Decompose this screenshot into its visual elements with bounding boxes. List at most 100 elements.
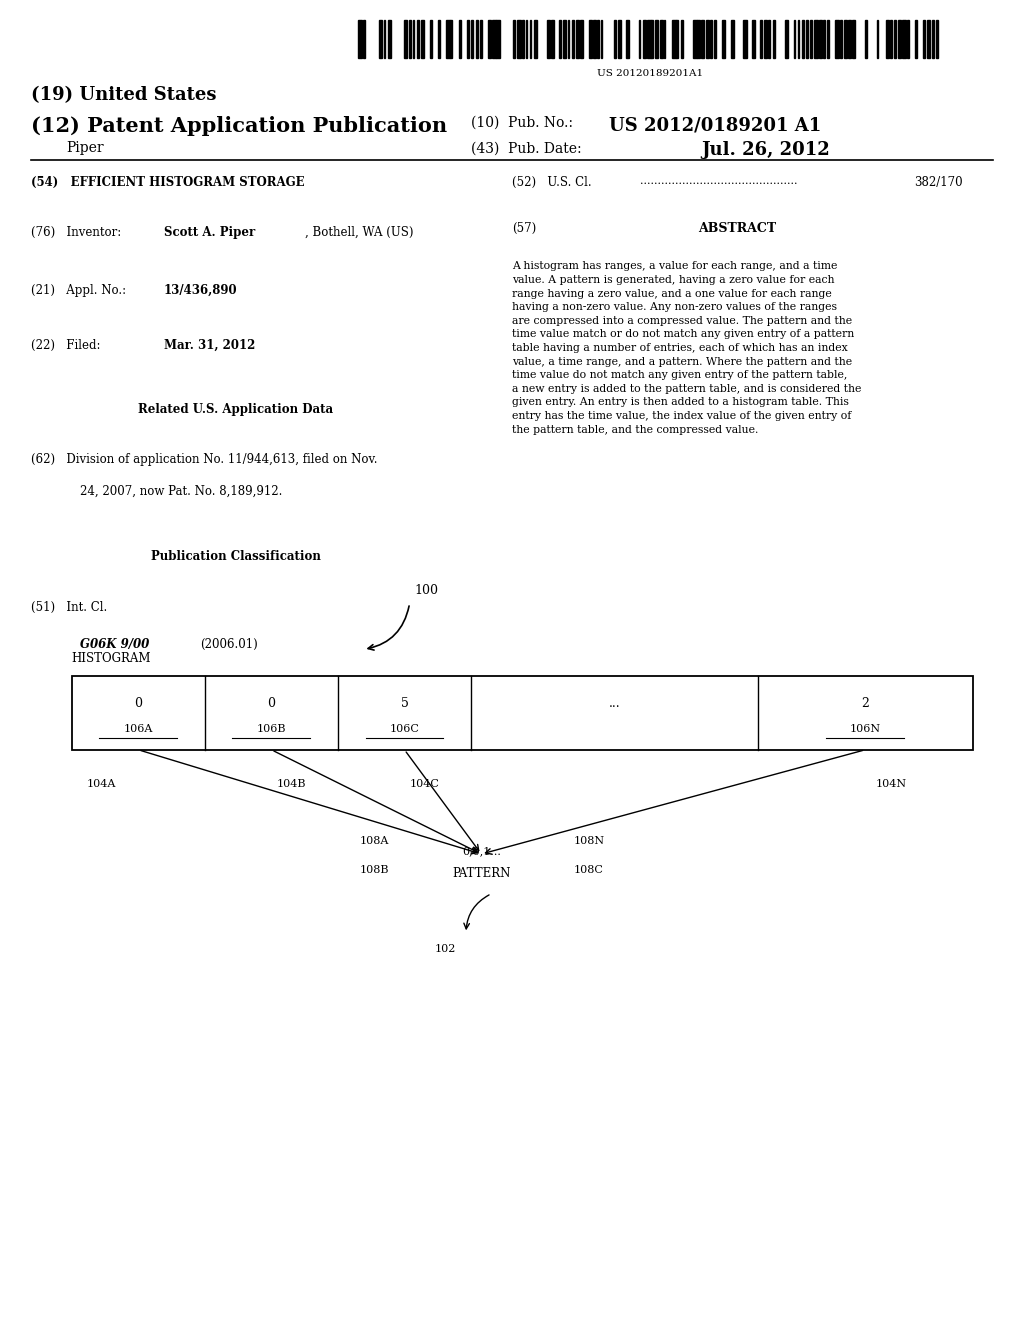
Bar bbox=[764, 20, 767, 58]
Bar bbox=[677, 20, 678, 58]
Bar bbox=[497, 20, 500, 58]
Bar bbox=[409, 20, 411, 58]
Bar bbox=[647, 20, 650, 58]
Text: 24, 2007, now Pat. No. 8,189,912.: 24, 2007, now Pat. No. 8,189,912. bbox=[80, 484, 283, 498]
Text: PATTERN: PATTERN bbox=[452, 867, 511, 880]
Bar bbox=[681, 20, 683, 58]
Text: 104C: 104C bbox=[410, 779, 439, 789]
Bar bbox=[467, 20, 469, 58]
Text: 2: 2 bbox=[861, 697, 869, 710]
Bar bbox=[413, 20, 415, 58]
Bar bbox=[559, 20, 561, 58]
Text: Scott A. Piper: Scott A. Piper bbox=[164, 226, 255, 239]
Text: 104B: 104B bbox=[276, 779, 306, 789]
Bar bbox=[664, 20, 666, 58]
Bar bbox=[362, 20, 366, 58]
Bar bbox=[384, 20, 385, 58]
Text: 108B: 108B bbox=[359, 865, 389, 875]
Bar bbox=[836, 20, 839, 58]
Text: 108A: 108A bbox=[359, 836, 389, 846]
Bar bbox=[760, 20, 762, 58]
Bar bbox=[521, 20, 523, 58]
Text: ...: ... bbox=[608, 697, 621, 710]
Bar bbox=[906, 20, 909, 58]
Bar bbox=[493, 20, 496, 58]
Bar bbox=[898, 20, 901, 58]
Bar bbox=[840, 20, 842, 58]
Text: (54)   EFFICIENT HISTOGRAM STORAGE: (54) EFFICIENT HISTOGRAM STORAGE bbox=[31, 176, 304, 189]
Text: US 2012/0189201 A1: US 2012/0189201 A1 bbox=[609, 116, 821, 135]
Text: 0: 0 bbox=[134, 697, 142, 710]
Bar bbox=[601, 20, 602, 58]
Text: (2006.01): (2006.01) bbox=[200, 638, 257, 651]
Bar bbox=[818, 20, 821, 58]
Bar bbox=[785, 20, 788, 58]
Bar bbox=[535, 20, 538, 58]
Bar bbox=[488, 20, 492, 58]
Text: Jul. 26, 2012: Jul. 26, 2012 bbox=[701, 141, 830, 160]
Bar bbox=[517, 20, 521, 58]
Text: (51)   Int. Cl.: (51) Int. Cl. bbox=[31, 601, 106, 614]
Text: .............................................: ........................................… bbox=[640, 176, 798, 186]
Bar bbox=[768, 20, 770, 58]
Bar bbox=[914, 20, 916, 58]
Bar bbox=[936, 20, 938, 58]
Bar bbox=[438, 20, 439, 58]
Bar bbox=[928, 20, 930, 58]
Bar bbox=[890, 20, 892, 58]
Text: Mar. 31, 2012: Mar. 31, 2012 bbox=[164, 339, 255, 352]
Bar bbox=[773, 20, 775, 58]
Bar bbox=[72, 676, 973, 750]
Bar bbox=[379, 20, 382, 58]
Text: 106B: 106B bbox=[257, 723, 286, 734]
Bar bbox=[706, 20, 710, 58]
Bar bbox=[358, 20, 362, 58]
Text: (52)   U.S. Cl.: (52) U.S. Cl. bbox=[512, 176, 592, 189]
Text: (21)   Appl. No.:: (21) Appl. No.: bbox=[31, 284, 126, 297]
Bar bbox=[932, 20, 934, 58]
Bar bbox=[571, 20, 573, 58]
Text: 104A: 104A bbox=[87, 779, 117, 789]
Bar bbox=[852, 20, 855, 58]
Bar bbox=[710, 20, 713, 58]
Bar bbox=[902, 20, 905, 58]
Text: (19) United States: (19) United States bbox=[31, 86, 216, 104]
Bar bbox=[613, 20, 615, 58]
Bar bbox=[479, 20, 482, 58]
Bar bbox=[701, 20, 703, 58]
Bar bbox=[659, 20, 664, 58]
Text: 106N: 106N bbox=[850, 723, 881, 734]
Text: HISTOGRAM: HISTOGRAM bbox=[72, 652, 152, 665]
Bar bbox=[421, 20, 424, 58]
Text: 382/170: 382/170 bbox=[914, 176, 963, 189]
Bar bbox=[823, 20, 825, 58]
Bar bbox=[575, 20, 579, 58]
Bar bbox=[429, 20, 432, 58]
Bar bbox=[639, 20, 640, 58]
Text: (43)  Pub. Date:: (43) Pub. Date: bbox=[471, 141, 582, 156]
Text: (57): (57) bbox=[512, 222, 537, 235]
Bar bbox=[731, 20, 734, 58]
Bar bbox=[864, 20, 867, 58]
Bar bbox=[810, 20, 812, 58]
Bar bbox=[581, 20, 583, 58]
Bar bbox=[597, 20, 599, 58]
Text: 100: 100 bbox=[415, 583, 438, 597]
Text: (10)  Pub. No.:: (10) Pub. No.: bbox=[471, 116, 573, 131]
Bar bbox=[551, 20, 554, 58]
Bar bbox=[471, 20, 473, 58]
Text: 108C: 108C bbox=[573, 865, 603, 875]
Bar bbox=[589, 20, 592, 58]
Text: 0,0,1...: 0,0,1... bbox=[462, 846, 501, 857]
Bar bbox=[697, 20, 699, 58]
Bar bbox=[722, 20, 725, 58]
Bar bbox=[752, 20, 755, 58]
Text: 13/436,890: 13/436,890 bbox=[164, 284, 238, 297]
Bar bbox=[806, 20, 808, 58]
Bar bbox=[798, 20, 800, 58]
Bar bbox=[617, 20, 622, 58]
Bar bbox=[814, 20, 818, 58]
Bar bbox=[643, 20, 646, 58]
Bar bbox=[714, 20, 716, 58]
Bar bbox=[886, 20, 889, 58]
